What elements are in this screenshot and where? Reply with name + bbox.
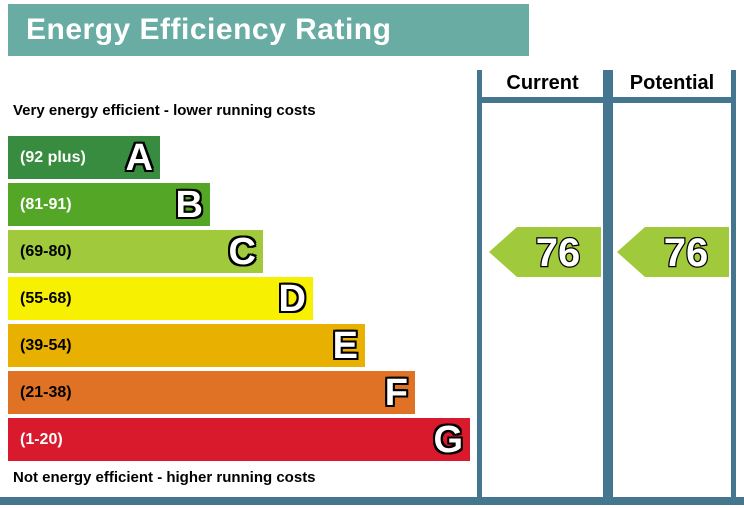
band-letter: F: [384, 371, 408, 414]
current-column: Current: [477, 70, 608, 497]
top-note: Very energy efficient - lower running co…: [13, 102, 316, 119]
bottom-bar: [0, 497, 744, 505]
current-rating-value: 76: [536, 231, 581, 275]
potential-column: Potential: [608, 70, 736, 497]
band-row-g: (1-20) G: [8, 418, 470, 461]
band-row-e: (39-54) E: [8, 324, 365, 367]
band-letter: G: [433, 418, 463, 461]
band-range-label: (69-80): [20, 242, 72, 260]
current-column-header: Current: [506, 72, 579, 94]
left-arrow-icon: 76: [489, 227, 601, 277]
band-letter: C: [228, 230, 256, 273]
band-range-label: (1-20): [20, 430, 63, 448]
band-letter: E: [332, 324, 358, 367]
band-row-f: (21-38) F: [8, 371, 415, 414]
rating-bands: (92 plus) A (81-91) B (69-80) C (55-68) …: [8, 136, 470, 465]
title-bar: Energy Efficiency Rating: [8, 4, 529, 56]
band-range-label: (55-68): [20, 289, 72, 307]
current-rating-arrow: 76: [489, 227, 601, 277]
band-row-d: (55-68) D: [8, 277, 313, 320]
current-header-divider: [482, 97, 603, 103]
potential-rating-arrow: 76: [617, 227, 729, 277]
page-title: Energy Efficiency Rating: [26, 13, 392, 46]
band-row-c: (69-80) C: [8, 230, 263, 273]
potential-column-header: Potential: [629, 72, 715, 94]
band-range-label: (81-91): [20, 195, 72, 213]
band-letter: A: [125, 136, 153, 179]
band-row-b: (81-91) B: [8, 183, 210, 226]
bottom-note: Not energy efficient - higher running co…: [13, 469, 316, 486]
potential-header-divider: [613, 97, 731, 103]
current-column-body: [482, 103, 603, 497]
band-range-label: (92 plus): [20, 148, 86, 166]
band-row-a: (92 plus) A: [8, 136, 160, 179]
left-arrow-icon: 76: [617, 227, 729, 277]
band-letter: D: [278, 277, 306, 320]
band-range-label: (21-38): [20, 383, 72, 401]
band-range-label: (39-54): [20, 336, 72, 354]
potential-rating-value: 76: [664, 231, 709, 275]
potential-column-body: [613, 103, 731, 497]
band-letter: B: [175, 183, 203, 226]
